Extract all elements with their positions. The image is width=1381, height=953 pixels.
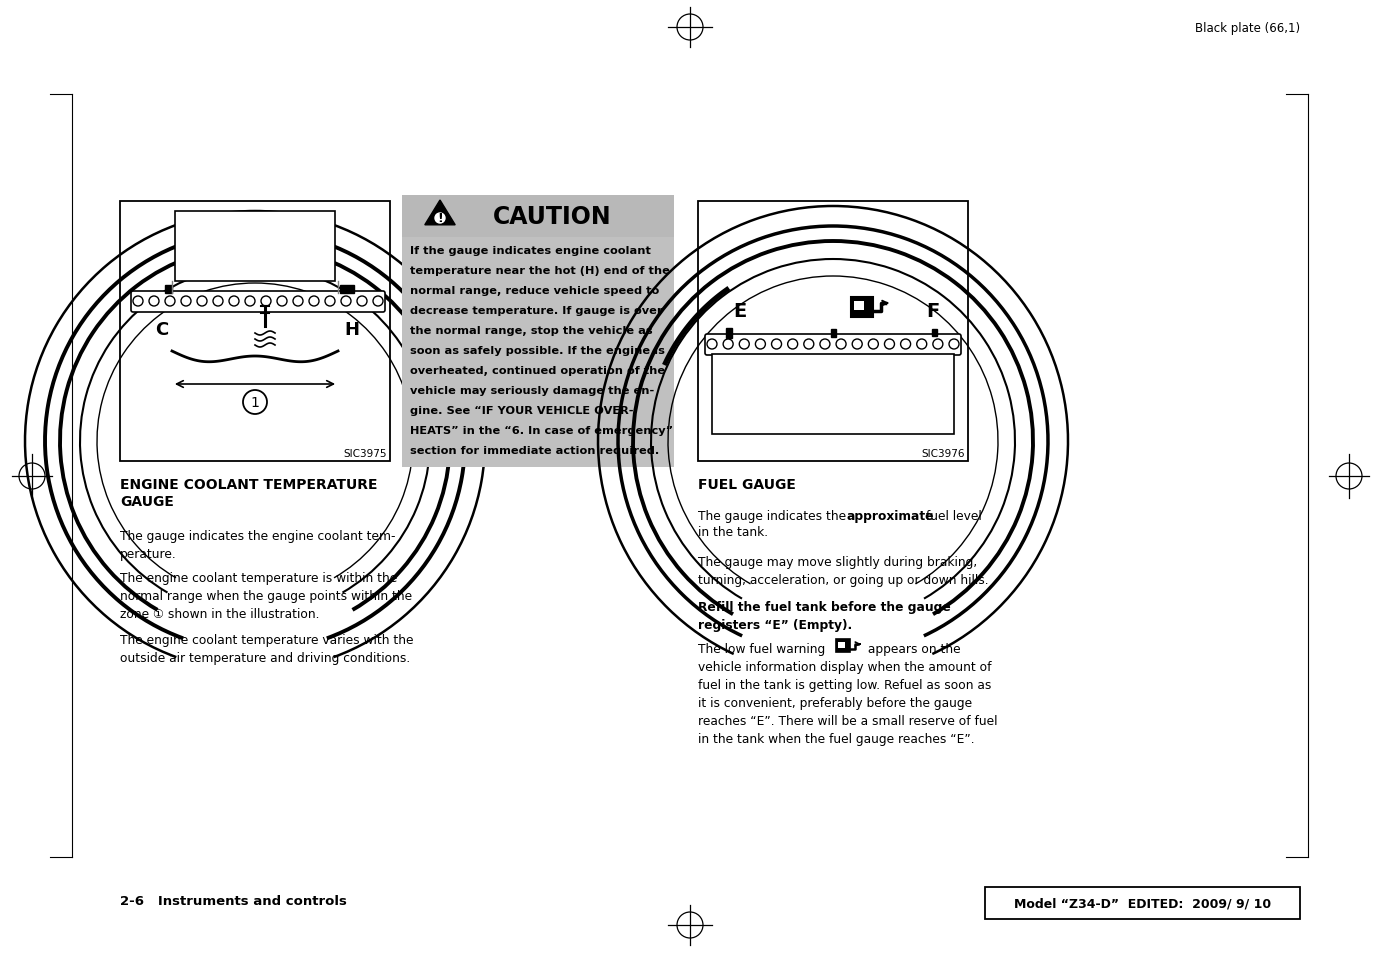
Bar: [697, 202, 968, 461]
Text: The gauge may move slightly during braking,
turning, acceleration, or going up o: The gauge may move slightly during braki…: [697, 556, 989, 586]
Text: The engine coolant temperature is within the
normal range when the gauge points : The engine coolant temperature is within…: [120, 572, 412, 620]
Text: ENGINE COOLANT TEMPERATURE
GAUGE: ENGINE COOLANT TEMPERATURE GAUGE: [120, 477, 377, 509]
Text: E: E: [733, 302, 747, 321]
FancyBboxPatch shape: [704, 335, 961, 355]
Text: 1: 1: [250, 395, 260, 410]
Text: SIC3976: SIC3976: [921, 449, 965, 458]
Text: The engine coolant temperature varies with the
outside air temperature and drivi: The engine coolant temperature varies wi…: [120, 634, 413, 664]
Text: normal range, reduce vehicle speed to: normal range, reduce vehicle speed to: [410, 286, 659, 295]
FancyBboxPatch shape: [131, 292, 385, 313]
Text: F: F: [927, 302, 939, 321]
Bar: [836, 639, 849, 652]
Bar: [164, 286, 173, 294]
Bar: [851, 297, 873, 317]
Text: in the tank.: in the tank.: [697, 525, 768, 538]
Bar: [985, 887, 1300, 919]
Bar: [726, 329, 732, 338]
Text: temperature near the hot (H) end of the: temperature near the hot (H) end of the: [410, 266, 670, 275]
Text: If the gauge indicates engine coolant: If the gauge indicates engine coolant: [410, 246, 650, 255]
Circle shape: [435, 213, 445, 224]
Bar: [402, 195, 674, 237]
Text: gine. See “IF YOUR VEHICLE OVER-: gine. See “IF YOUR VEHICLE OVER-: [410, 406, 634, 416]
Bar: [175, 212, 336, 282]
Text: The low fuel warning: The low fuel warning: [697, 642, 829, 656]
Text: Model “Z34-D”  EDITED:  2009/ 9/ 10: Model “Z34-D” EDITED: 2009/ 9/ 10: [1014, 897, 1271, 909]
Text: SIC3975: SIC3975: [344, 449, 387, 458]
Text: approximate: approximate: [847, 510, 935, 522]
Text: overheated, continued operation of the: overheated, continued operation of the: [410, 366, 666, 375]
Text: fuel level: fuel level: [923, 510, 982, 522]
Bar: [713, 355, 954, 435]
Text: Black plate (66,1): Black plate (66,1): [1195, 22, 1300, 35]
Bar: [853, 302, 865, 311]
Bar: [831, 330, 836, 337]
Text: section for immediate action required.: section for immediate action required.: [410, 446, 659, 456]
Text: The gauge indicates the engine coolant tem-
perature.: The gauge indicates the engine coolant t…: [120, 530, 395, 560]
Bar: [120, 202, 389, 461]
Text: vehicle may seriously damage the en-: vehicle may seriously damage the en-: [410, 386, 655, 395]
Bar: [838, 642, 845, 648]
Text: soon as safely possible. If the engine is: soon as safely possible. If the engine i…: [410, 346, 664, 355]
Bar: [340, 286, 354, 294]
Text: H: H: [344, 320, 359, 338]
Text: decrease temperature. If gauge is over: decrease temperature. If gauge is over: [410, 306, 663, 315]
Text: The gauge indicates the: The gauge indicates the: [697, 510, 849, 522]
Bar: [932, 330, 936, 336]
Bar: [402, 195, 674, 468]
Polygon shape: [425, 201, 456, 226]
Text: C: C: [156, 320, 168, 338]
Text: FUEL GAUGE: FUEL GAUGE: [697, 477, 795, 492]
Text: appears on the: appears on the: [865, 642, 961, 656]
Text: vehicle information display when the amount of
fuel in the tank is getting low. : vehicle information display when the amo…: [697, 660, 997, 745]
Text: Refill the fuel tank before the gauge
registers “E” (Empty).: Refill the fuel tank before the gauge re…: [697, 600, 950, 631]
Text: the normal range, stop the vehicle as: the normal range, stop the vehicle as: [410, 326, 653, 335]
Text: CAUTION: CAUTION: [493, 205, 612, 229]
Text: 2-6   Instruments and controls: 2-6 Instruments and controls: [120, 894, 347, 907]
Text: HEATS” in the “6. In case of emergency”: HEATS” in the “6. In case of emergency”: [410, 426, 673, 436]
Text: !: !: [438, 213, 443, 225]
